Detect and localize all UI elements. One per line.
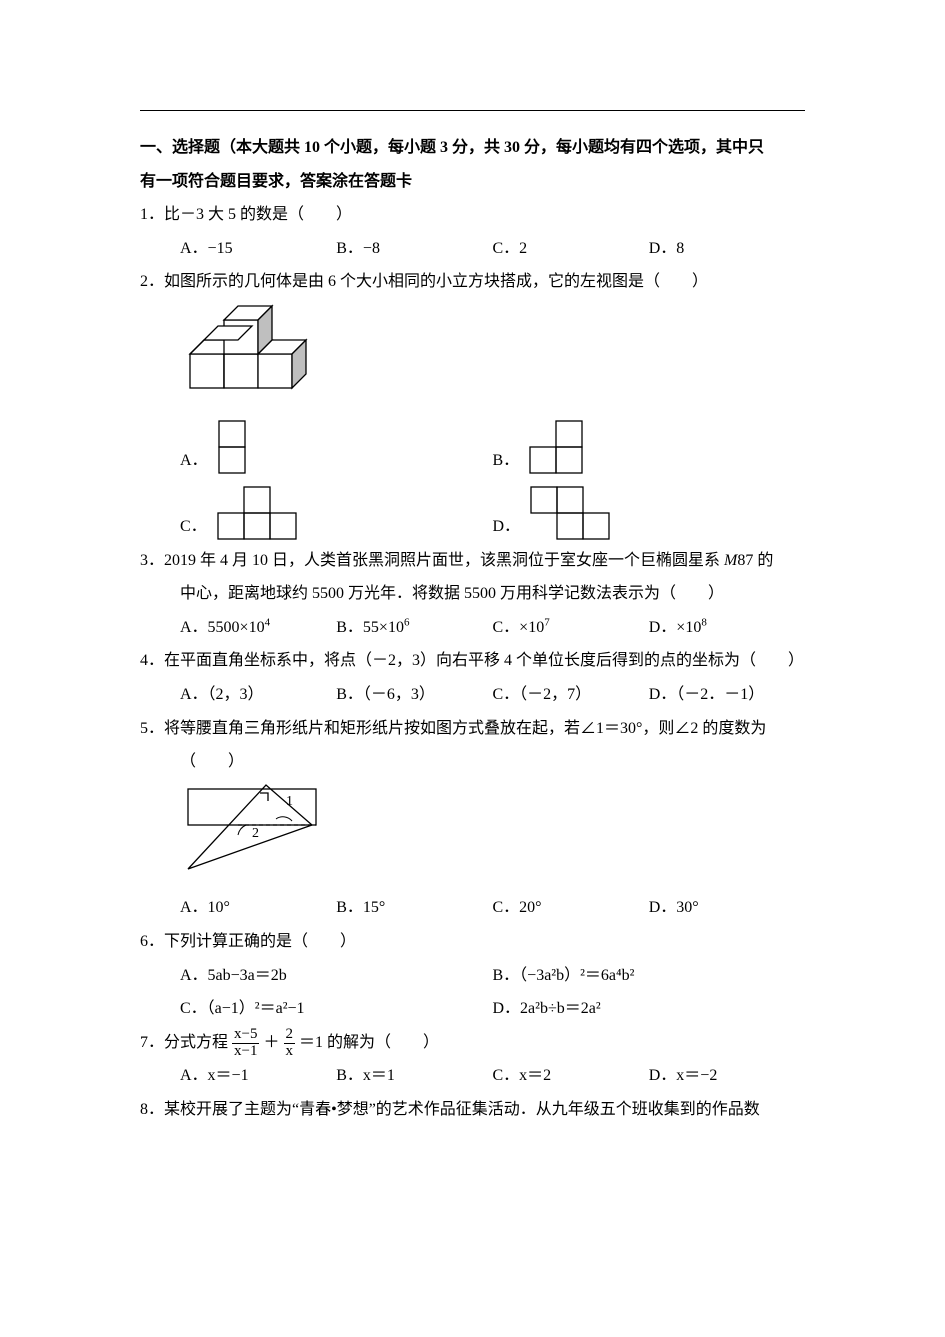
q2-optD: D．	[493, 484, 806, 544]
cubes-3d-icon	[180, 299, 340, 399]
q3-optB: B．55×106	[336, 611, 492, 645]
q7-plus: ＋	[263, 1034, 279, 1051]
q6-optA: A．5ab−3a＝2b	[180, 959, 493, 993]
question-4: 4．在平面直角坐标系中，将点（－2，3）向右平移 4 个单位长度后得到的点的坐标…	[140, 644, 805, 678]
q2-text: 2．如图所示的几何体是由 6 个大小相同的小立方块搭成，它的左视图是（ ）	[140, 273, 708, 290]
q4-text: 4．在平面直角坐标系中，将点（－2，3）向右平移 4 个单位长度后得到的点的坐标…	[140, 652, 804, 669]
q2-optB-figure	[527, 418, 589, 478]
q5-optA: A．10°	[180, 891, 336, 925]
q2-optD-label: D．	[493, 510, 521, 544]
q7-frac2: 2 x	[284, 1027, 296, 1060]
page-top-rule	[140, 110, 805, 111]
triangle-rect-figure: 1 2	[180, 779, 330, 879]
q5-optB: B．15°	[336, 891, 492, 925]
q3-optA: A．5500×104	[180, 611, 336, 645]
q7-optD: D．x＝−2	[649, 1059, 805, 1093]
q2-optA: A．	[180, 418, 493, 478]
q3-A-sup: 4	[265, 616, 271, 628]
q3-line1a: 3．2019 年 4 月 10 日，人类首张黑洞照片面世，该黑洞位于室女座一个巨…	[140, 552, 724, 569]
question-3: 3．2019 年 4 月 10 日，人类首张黑洞照片面世，该黑洞位于室女座一个巨…	[140, 544, 805, 578]
q4-optA: A．（2，3）	[180, 678, 336, 712]
q6-optD: D．2a²b÷b＝2a²	[493, 992, 806, 1026]
q3-line2-wrap: 中心，距离地球约 5500 万光年．将数据 5500 万用科学记数法表示为（ ）	[140, 577, 805, 611]
question-8: 8．某校开展了主题为“青春•梦想”的艺术作品征集活动．从九年级五个班收集到的作品…	[140, 1093, 805, 1127]
section-heading: 一、选择题（本大题共 10 个小题，每小题 3 分，共 30 分，每小题均有四个…	[140, 131, 805, 198]
heading-line1: 一、选择题（本大题共 10 个小题，每小题 3 分，共 30 分，每小题均有四个…	[140, 139, 764, 156]
q2-options-row1: A． B．	[140, 418, 805, 478]
q6-optC: C．（a−1）²＝a²−1	[180, 992, 493, 1026]
q3-A-pre: A．5500×10	[180, 619, 265, 636]
q2-optD-figure	[528, 484, 616, 544]
q5-optD: D．30°	[649, 891, 805, 925]
q7-optB: B．x＝1	[336, 1059, 492, 1093]
q6-optB: B．（−3a²b）²＝6a⁴b²	[493, 959, 806, 993]
q2-optC: C．	[180, 484, 493, 544]
heading-line2: 有一项符合题目要求，答案涂在答题卡	[140, 173, 412, 190]
q2-optC-label: C．	[180, 510, 207, 544]
q7-frac1-num: x−5	[232, 1027, 259, 1044]
q7-options: A．x＝−1 B．x＝1 C．x＝2 D．x＝−2	[140, 1059, 805, 1093]
q3-optD: D．×108	[649, 611, 805, 645]
q7-pre: 7．分式方程	[140, 1034, 228, 1051]
question-7: 7．分式方程 x−5 x−1 ＋ 2 x ＝1 的解为（ ）	[140, 1026, 805, 1060]
q2-optA-figure	[216, 418, 250, 478]
q4-optB: B．（－6，3）	[336, 678, 492, 712]
q3-B-sup: 6	[404, 616, 410, 628]
q2-optB: B．	[493, 418, 806, 478]
q7-post: ＝1 的解为（ ）	[299, 1034, 439, 1051]
q1-optB: B．−8	[336, 232, 492, 266]
q5-text: 5．将等腰直角三角形纸片和矩形纸片按如图方式叠放在起，若∠1＝30°，则∠2 的…	[140, 720, 766, 737]
q5-paren: （ ）	[140, 745, 805, 779]
q3-line2: 中心，距离地球约 5500 万光年．将数据 5500 万用科学记数法表示为（ ）	[180, 585, 724, 602]
q1-optA: A．−15	[180, 232, 336, 266]
q1-optD: D．8	[649, 232, 805, 266]
question-5: 5．将等腰直角三角形纸片和矩形纸片按如图方式叠放在起，若∠1＝30°，则∠2 的…	[140, 712, 805, 746]
q5-options: A．10° B．15° C．20° D．30°	[140, 891, 805, 925]
q6-options: A．5ab−3a＝2b B．（−3a²b）²＝6a⁴b² C．（a−1）²＝a²…	[140, 959, 805, 1026]
q7-optA: A．x＝−1	[180, 1059, 336, 1093]
q5-optC: C．20°	[493, 891, 649, 925]
svg-text:2: 2	[252, 826, 259, 841]
question-2: 2．如图所示的几何体是由 6 个大小相同的小立方块搭成，它的左视图是（ ）	[140, 265, 805, 299]
q7-frac2-den: x	[284, 1044, 296, 1060]
q3-optC: C．×107	[493, 611, 649, 645]
q4-options: A．（2，3） B．（－6，3） C．（－2，7） D．（－2．－1）	[140, 678, 805, 712]
q7-frac2-num: 2	[284, 1027, 296, 1044]
q3-D-pre: D．×10	[649, 619, 702, 636]
q1-options: A．−15 B．−8 C．2 D．8	[140, 232, 805, 266]
q3-C-pre: C．×10	[493, 619, 545, 636]
svg-text:1: 1	[286, 794, 293, 809]
q7-optC: C．x＝2	[493, 1059, 649, 1093]
question-1: 1．比－3 大 5 的数是（ ）	[140, 198, 805, 232]
q7-frac1: x−5 x−1	[232, 1027, 259, 1060]
q2-optA-label: A．	[180, 444, 208, 478]
q3-C-sup: 7	[544, 616, 550, 628]
q1-text: 1．比－3 大 5 的数是（ ）	[140, 206, 352, 223]
q3-M: M	[724, 552, 737, 569]
question-6: 6．下列计算正确的是（ ）	[140, 925, 805, 959]
q7-frac1-den: x−1	[232, 1044, 259, 1060]
q3-options: A．5500×104 B．55×106 C．×107 D．×108	[140, 611, 805, 645]
q3-B-pre: B．55×10	[336, 619, 404, 636]
q5-figure: 1 2	[140, 779, 805, 892]
q8-text: 8．某校开展了主题为“青春•梦想”的艺术作品征集活动．从九年级五个班收集到的作品…	[140, 1101, 760, 1118]
exam-page: 一、选择题（本大题共 10 个小题，每小题 3 分，共 30 分，每小题均有四个…	[0, 0, 945, 1337]
q5-text2: （ ）	[180, 753, 244, 770]
q2-optC-figure	[215, 484, 303, 544]
q2-main-figure	[140, 299, 805, 412]
q4-optD: D．（－2．－1）	[649, 678, 805, 712]
q2-options-row2: C． D．	[140, 484, 805, 544]
q6-text: 6．下列计算正确的是（ ）	[140, 933, 356, 950]
q3-D-sup: 8	[701, 616, 707, 628]
q1-optC: C．2	[493, 232, 649, 266]
q3-line1b: 87 的	[737, 552, 773, 569]
q4-optC: C．（－2，7）	[493, 678, 649, 712]
q2-optB-label: B．	[493, 444, 520, 478]
